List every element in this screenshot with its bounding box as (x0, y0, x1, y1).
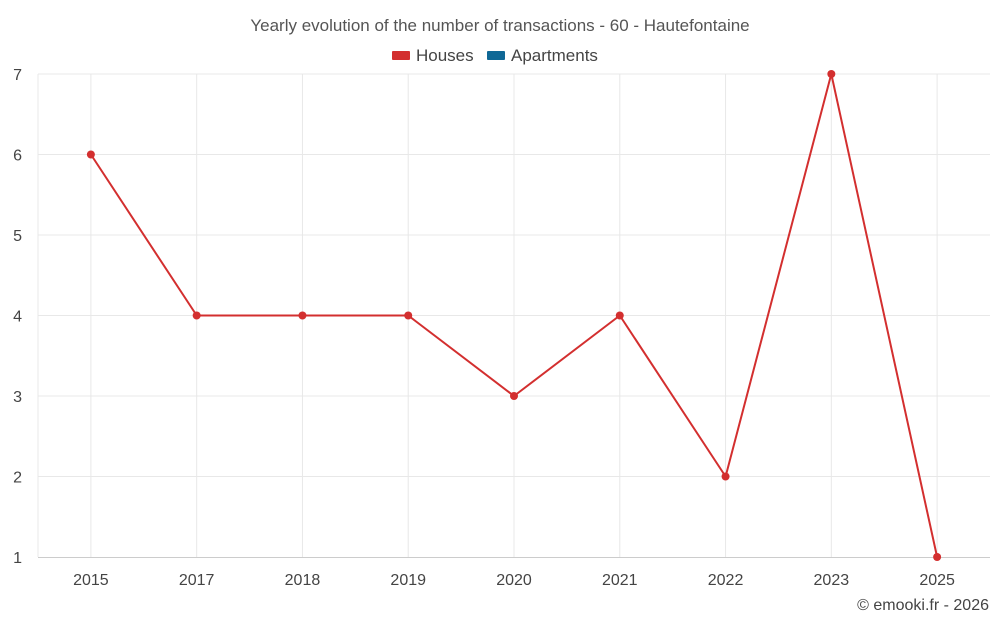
x-tick-label: 2021 (602, 572, 638, 589)
y-tick-label: 2 (13, 470, 22, 487)
y-tick-label: 1 (13, 550, 22, 567)
x-tick-label: 2023 (814, 572, 850, 589)
legend-swatch-apartments (487, 51, 505, 60)
y-tick-label: 4 (13, 309, 22, 326)
credit-text: © emooki.fr - 2026 (857, 597, 989, 614)
x-tick-label: 2015 (73, 572, 109, 589)
legend: Houses Apartments (392, 46, 598, 65)
legend-label-houses: Houses (416, 46, 474, 65)
legend-label-apartments: Apartments (511, 46, 598, 65)
x-axis-ticks: 2015 2017 2018 2019 2020 2021 2022 2023 2025 (73, 572, 955, 589)
legend-swatch-houses (392, 51, 410, 60)
x-tick-label: 2022 (708, 572, 744, 589)
series-layer (86, 70, 942, 561)
legend-item-apartments[interactable]: Apartments (487, 46, 598, 65)
y-tick-label: 3 (13, 389, 22, 406)
data-point-houses[interactable] (933, 553, 942, 561)
y-tick-label: 7 (13, 67, 22, 84)
legend-item-houses[interactable]: Houses (392, 46, 474, 65)
data-point-houses[interactable] (86, 150, 95, 159)
x-tick-label: 2025 (919, 572, 955, 589)
chart-title: Yearly evolution of the number of transa… (250, 16, 749, 35)
data-point-houses[interactable] (510, 392, 518, 400)
data-point-houses[interactable] (404, 311, 413, 320)
data-point-houses[interactable] (827, 70, 836, 78)
data-point-houses[interactable] (615, 311, 624, 320)
data-point-houses[interactable] (721, 472, 730, 481)
data-point-houses[interactable] (192, 311, 201, 320)
y-axis-ticks: 1 2 3 4 5 6 7 (13, 67, 22, 567)
x-tick-label: 2019 (390, 572, 426, 589)
x-tick-label: 2018 (285, 572, 321, 589)
y-tick-label: 5 (13, 228, 22, 245)
x-tick-label: 2017 (179, 572, 215, 589)
x-tick-label: 2020 (496, 572, 532, 589)
data-point-houses[interactable] (298, 311, 307, 320)
y-tick-label: 6 (13, 148, 22, 165)
